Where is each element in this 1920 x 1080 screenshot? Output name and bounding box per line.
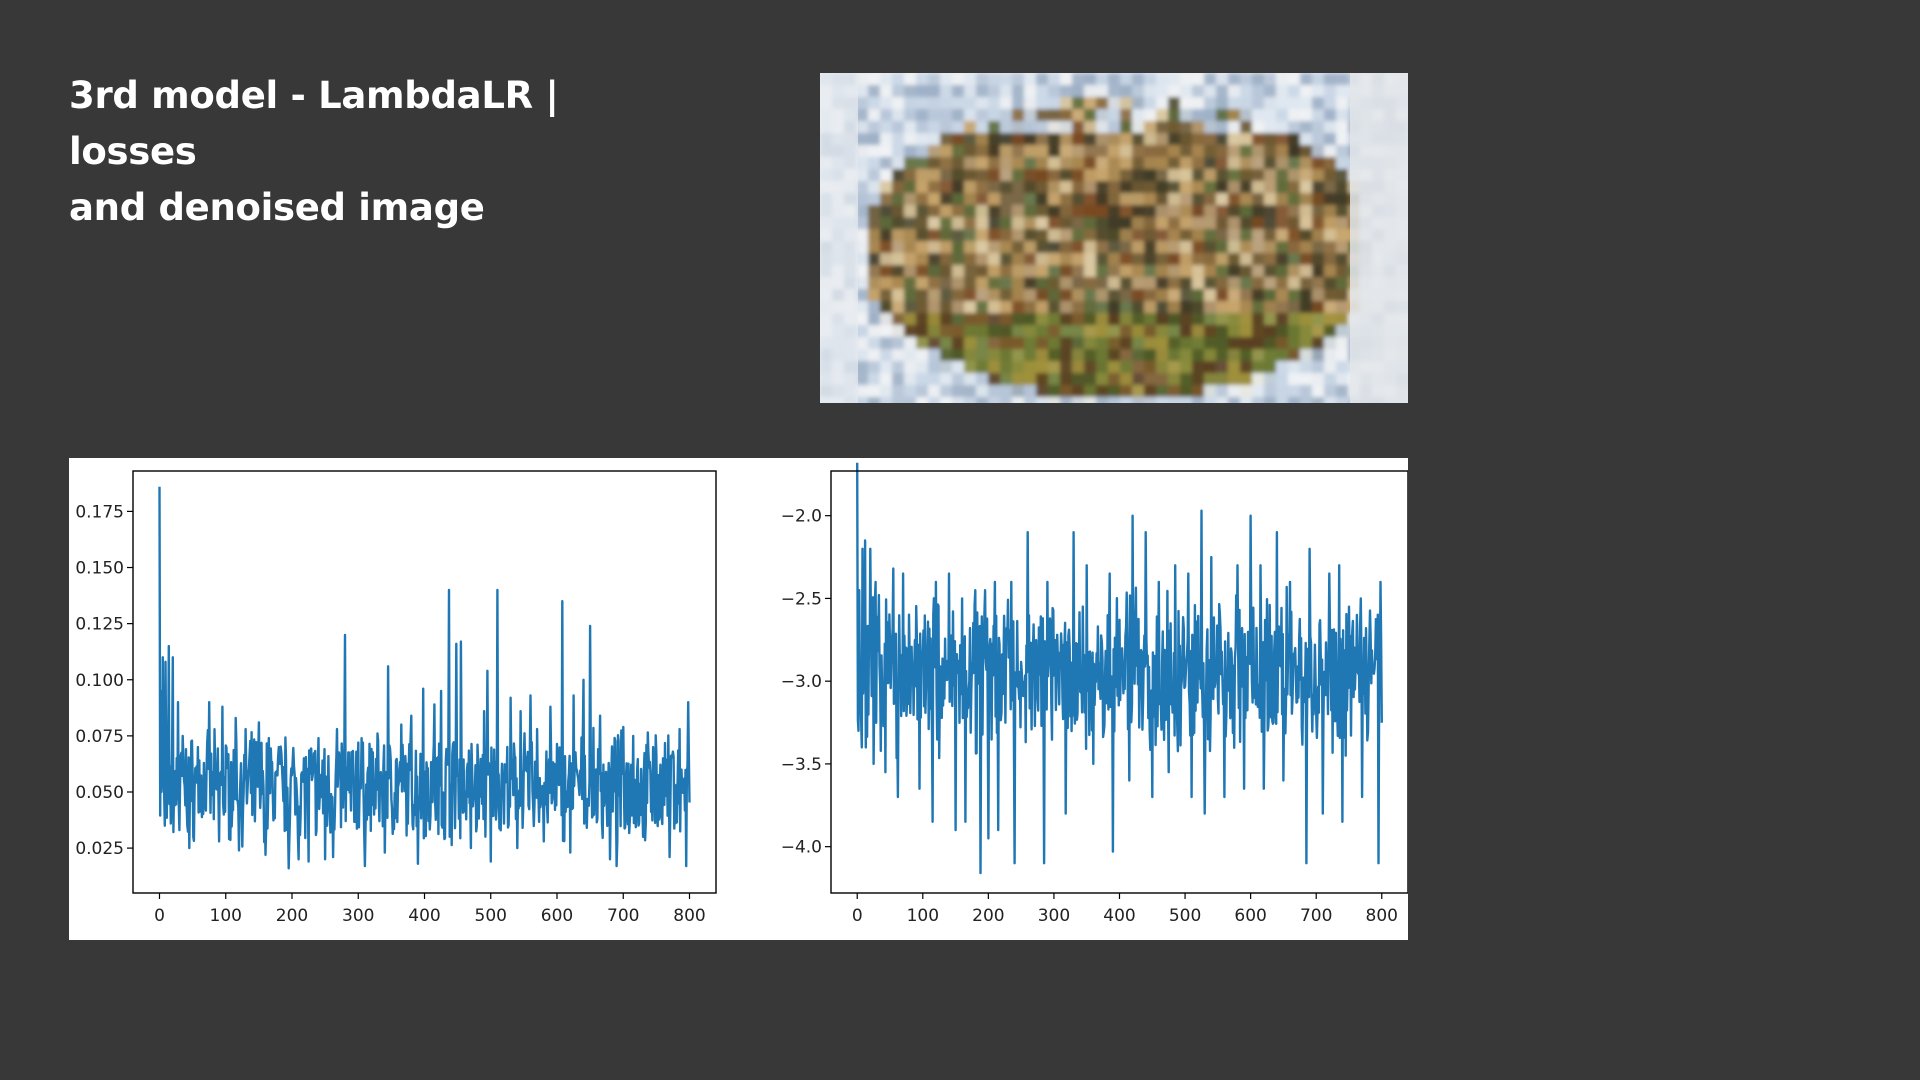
y-tick-label: −2.0 — [781, 507, 822, 527]
loss-chart-right: 0 100 200 300 400 500 600 700 800 −2.0 −2.5 −3.0 −3.… — [781, 462, 1408, 926]
x-tick-label: 500 — [1169, 906, 1201, 926]
y-tick-label: 0.050 — [75, 783, 124, 803]
loss-chart-left: 0 100 200 300 400 500 600 700 800 0.025 0.050 0.075… — [75, 470, 717, 926]
y-tick-label: −3.0 — [781, 672, 822, 692]
x-tick-label: 700 — [1300, 906, 1332, 926]
y-tick-label: −3.5 — [781, 755, 822, 775]
denoised-image-canvas — [820, 73, 1408, 403]
x-tick-label: 700 — [607, 906, 639, 926]
x-tick-label: 200 — [276, 906, 308, 926]
x-tick-label: 400 — [1103, 906, 1135, 926]
denoised-image — [820, 73, 1408, 403]
slide-title: 3rd model - LambdaLR | losses and denois… — [69, 68, 689, 236]
x-tick-label: 800 — [673, 906, 705, 926]
y-tick-label: 0.150 — [75, 559, 124, 579]
x-tick-label: 200 — [972, 906, 1004, 926]
y-tick-label: 0.125 — [75, 615, 124, 635]
slide-title-line-1: 3rd model - LambdaLR | losses — [69, 74, 559, 173]
x-tick-label: 0 — [154, 906, 165, 926]
y-tick-label: −4.0 — [781, 838, 822, 858]
loss-charts-panel: 0 100 200 300 400 500 600 700 800 0.025 0.050 0.075… — [69, 458, 1408, 940]
slide-title-line-2: and denoised image — [69, 186, 485, 229]
x-tick-label: 500 — [475, 906, 507, 926]
x-tick-label: 0 — [852, 906, 863, 926]
x-tick-label: 600 — [541, 906, 573, 926]
series-line-0-0 — [158, 486, 691, 870]
x-tick-label: 100 — [210, 906, 242, 926]
x-tick-label: 300 — [1038, 906, 1070, 926]
y-tick-label: 0.100 — [75, 671, 124, 691]
y-tick-label: 0.075 — [75, 727, 124, 747]
x-tick-label: 100 — [907, 906, 939, 926]
loss-charts-svg: 0 100 200 300 400 500 600 700 800 0.025 0.050 0.075… — [75, 462, 1408, 926]
x-tick-label: 400 — [408, 906, 440, 926]
y-tick-label: −2.5 — [781, 589, 822, 609]
x-tick-label: 800 — [1366, 906, 1398, 926]
y-tick-label: 0.175 — [75, 502, 124, 522]
x-tick-label: 300 — [342, 906, 374, 926]
x-tick-label: 600 — [1234, 906, 1266, 926]
series-line-1-0 — [856, 462, 1383, 875]
y-tick-label: 0.025 — [75, 839, 124, 859]
